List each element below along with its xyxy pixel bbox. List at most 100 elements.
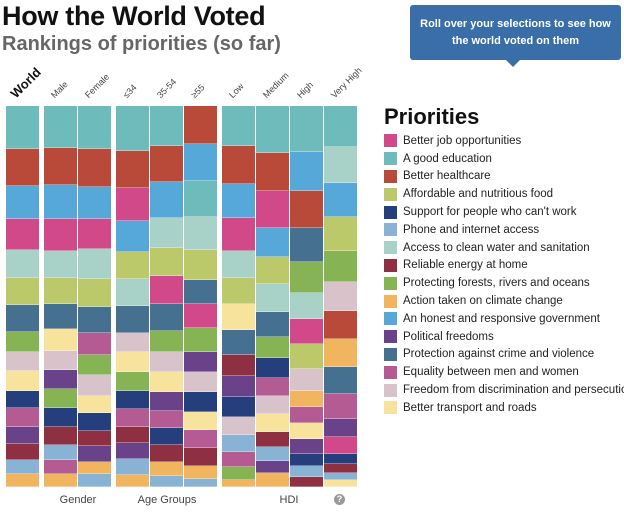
segment-rank-16[interactable] — [290, 477, 323, 487]
segment-rank-9[interactable] — [78, 355, 111, 375]
segment-rank-16[interactable] — [78, 474, 111, 487]
segment-rank-2[interactable] — [256, 153, 289, 191]
segment-rank-10[interactable] — [184, 372, 217, 392]
segment-rank-8[interactable] — [256, 337, 289, 358]
segment-rank-14[interactable] — [324, 464, 357, 473]
segment-rank-12[interactable] — [116, 409, 149, 427]
segment-rank-9[interactable] — [150, 352, 183, 372]
segment-rank-4[interactable] — [6, 219, 39, 250]
segment-rank-13[interactable] — [78, 431, 111, 446]
segment-rank-7[interactable] — [6, 305, 39, 332]
segment-rank-11[interactable] — [222, 397, 255, 417]
segment-rank-3[interactable] — [116, 188, 149, 221]
column-male[interactable] — [44, 106, 77, 487]
segment-rank-5[interactable] — [150, 248, 183, 276]
legend-item[interactable]: Phone and internet access — [384, 221, 624, 239]
segment-rank-12[interactable] — [6, 408, 39, 427]
column--55[interactable] — [184, 106, 217, 487]
segment-rank-5[interactable] — [184, 250, 217, 280]
segment-rank-3[interactable] — [256, 191, 289, 228]
column-35-54[interactable] — [150, 106, 183, 487]
segment-rank-14[interactable] — [184, 448, 217, 466]
segment-rank-6[interactable] — [78, 279, 111, 307]
segment-rank-8[interactable] — [290, 344, 323, 369]
segment-rank-6[interactable] — [116, 279, 149, 306]
legend-item[interactable]: Better transport and roads — [384, 399, 624, 417]
segment-rank-8[interactable] — [222, 330, 255, 355]
segment-rank-4[interactable] — [116, 221, 149, 252]
column-high[interactable] — [290, 106, 323, 487]
segment-rank-12[interactable] — [184, 412, 217, 430]
segment-rank-15[interactable] — [290, 466, 323, 477]
segment-rank-5[interactable] — [256, 257, 289, 284]
segment-rank-7[interactable] — [256, 312, 289, 337]
legend-item[interactable]: An honest and responsive government — [384, 310, 624, 328]
segment-rank-4[interactable] — [78, 219, 111, 249]
legend-item[interactable]: Equality between men and women — [384, 363, 624, 381]
legend-item[interactable]: Support for people who can't work — [384, 203, 624, 221]
segment-rank-10[interactable] — [116, 372, 149, 391]
legend-item[interactable]: Political freedoms — [384, 328, 624, 346]
segment-rank-4[interactable] — [324, 217, 357, 251]
segment-rank-8[interactable] — [116, 333, 149, 352]
segment-rank-14[interactable] — [222, 452, 255, 467]
segment-rank-5[interactable] — [78, 249, 111, 279]
segment-rank-7[interactable] — [150, 304, 183, 331]
segment-rank-1[interactable] — [6, 106, 39, 149]
segment-rank-11[interactable] — [78, 396, 111, 413]
segment-rank-14[interactable] — [116, 443, 149, 459]
segment-rank-11[interactable] — [116, 391, 149, 409]
segment-rank-12[interactable] — [324, 437, 357, 454]
segment-rank-15[interactable] — [78, 462, 111, 474]
segment-rank-16[interactable] — [184, 479, 217, 487]
segment-rank-1[interactable] — [256, 106, 289, 153]
segment-rank-12[interactable] — [290, 423, 323, 439]
segment-rank-13[interactable] — [116, 427, 149, 443]
segment-rank-6[interactable] — [290, 293, 323, 319]
segment-rank-1[interactable] — [324, 106, 357, 147]
segment-rank-13[interactable] — [44, 427, 77, 445]
segment-rank-5[interactable] — [222, 251, 255, 278]
segment-rank-8[interactable] — [150, 331, 183, 352]
segment-rank-10[interactable] — [78, 375, 111, 396]
segment-rank-16[interactable] — [256, 473, 289, 487]
column-world[interactable] — [6, 106, 39, 487]
column-female[interactable] — [78, 106, 111, 487]
segment-rank-3[interactable] — [44, 185, 77, 219]
segment-rank-9[interactable] — [6, 352, 39, 371]
segment-rank-7[interactable] — [290, 319, 323, 344]
segment-rank-11[interactable] — [290, 407, 323, 423]
segment-rank-15[interactable] — [44, 460, 77, 474]
segment-rank-9[interactable] — [44, 351, 77, 370]
segment-rank-12[interactable] — [222, 417, 255, 435]
legend-item[interactable]: Freedom from discrimination and persecut… — [384, 381, 624, 399]
segment-rank-5[interactable] — [290, 262, 323, 293]
segment-rank-16[interactable] — [116, 475, 149, 487]
segment-rank-2[interactable] — [78, 149, 111, 187]
segment-rank-15[interactable] — [184, 466, 217, 479]
segment-rank-3[interactable] — [150, 182, 183, 218]
segment-rank-12[interactable] — [150, 411, 183, 428]
segment-rank-15[interactable] — [324, 473, 357, 480]
segment-rank-5[interactable] — [6, 250, 39, 278]
segment-rank-4[interactable] — [184, 217, 217, 250]
segment-rank-15[interactable] — [256, 461, 289, 473]
legend-item[interactable]: Action taken on climate change — [384, 292, 624, 310]
segment-rank-9[interactable] — [184, 352, 217, 372]
segment-rank-4[interactable] — [222, 218, 255, 251]
segment-rank-14[interactable] — [6, 444, 39, 460]
segment-rank-7[interactable] — [116, 306, 149, 333]
segment-rank-1[interactable] — [44, 106, 77, 148]
segment-rank-3[interactable] — [6, 186, 39, 219]
column-very-high[interactable] — [324, 106, 357, 487]
segment-rank-11[interactable] — [44, 389, 77, 408]
segment-rank-16[interactable] — [44, 474, 77, 487]
segment-rank-2[interactable] — [44, 148, 77, 185]
segment-rank-6[interactable] — [6, 278, 39, 305]
legend-item[interactable]: Better healthcare — [384, 168, 624, 186]
segment-rank-14[interactable] — [44, 445, 77, 460]
segment-rank-8[interactable] — [78, 333, 111, 355]
segment-rank-10[interactable] — [256, 378, 289, 396]
segment-rank-5[interactable] — [116, 252, 149, 279]
segment-rank-10[interactable] — [6, 371, 39, 391]
